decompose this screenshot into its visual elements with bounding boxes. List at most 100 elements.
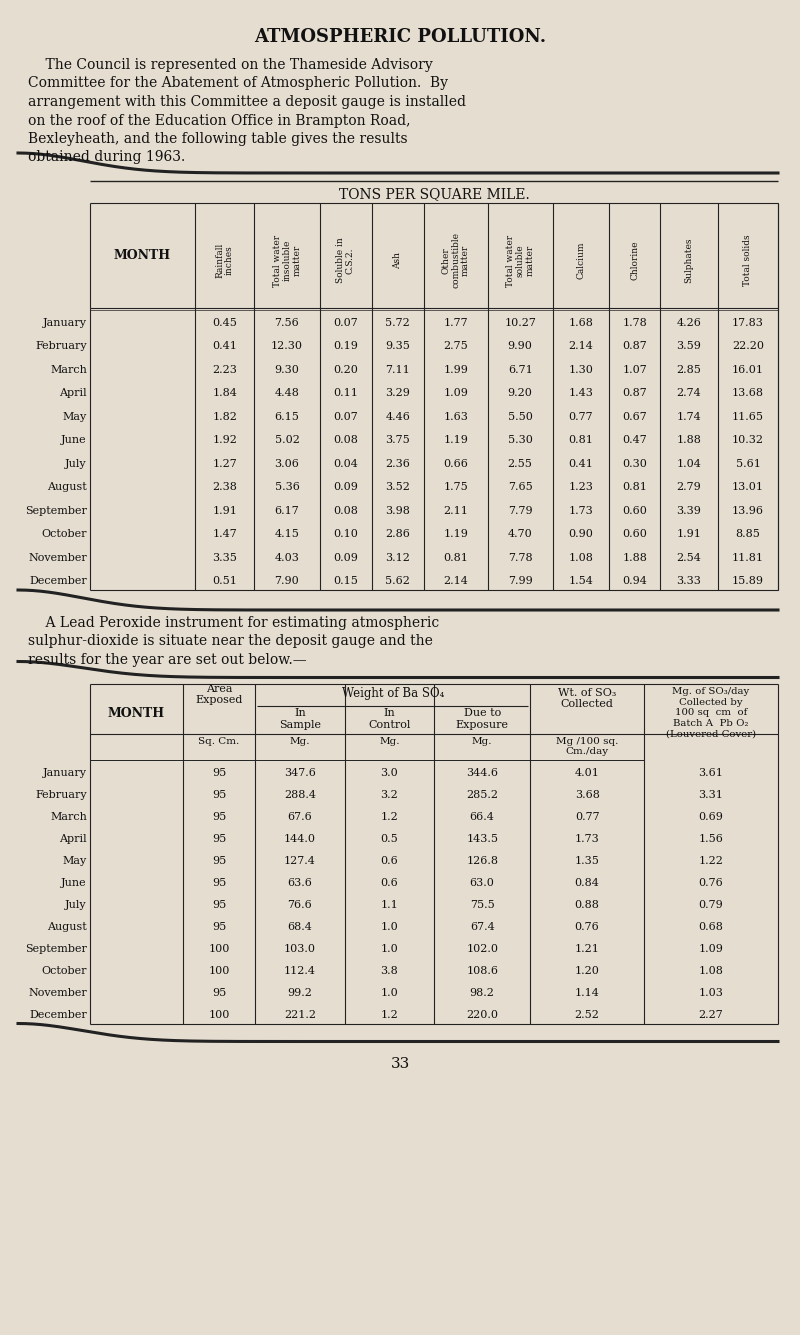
Text: 0.87: 0.87 xyxy=(622,388,647,398)
Text: 3.61: 3.61 xyxy=(698,768,723,777)
Text: 2.55: 2.55 xyxy=(508,459,533,469)
Text: 100: 100 xyxy=(208,1009,230,1020)
Text: June: June xyxy=(62,877,87,888)
Text: 1.07: 1.07 xyxy=(622,364,647,375)
Text: 11.65: 11.65 xyxy=(732,411,764,422)
Text: 143.5: 143.5 xyxy=(466,833,498,844)
Text: 0.81: 0.81 xyxy=(443,553,468,563)
Text: January: January xyxy=(43,768,87,777)
Text: 1.22: 1.22 xyxy=(698,856,723,865)
Text: July: July xyxy=(66,459,87,469)
Text: 0.09: 0.09 xyxy=(334,482,358,493)
Text: 2.38: 2.38 xyxy=(212,482,237,493)
Text: 1.91: 1.91 xyxy=(677,529,702,539)
Text: 3.12: 3.12 xyxy=(386,553,410,563)
Text: 0.47: 0.47 xyxy=(622,435,647,446)
Text: 1.74: 1.74 xyxy=(677,411,702,422)
Text: 7.90: 7.90 xyxy=(274,577,299,586)
Text: 95: 95 xyxy=(212,900,226,909)
Text: 288.4: 288.4 xyxy=(284,789,316,800)
Text: 5.72: 5.72 xyxy=(386,318,410,328)
Text: 4.26: 4.26 xyxy=(677,318,702,328)
Text: 5.62: 5.62 xyxy=(386,577,410,586)
Text: 17.83: 17.83 xyxy=(732,318,764,328)
Text: 0.04: 0.04 xyxy=(334,459,358,469)
Text: 1.03: 1.03 xyxy=(698,988,723,997)
Text: 0.19: 0.19 xyxy=(334,342,358,351)
Text: 7.79: 7.79 xyxy=(508,506,533,515)
Text: 102.0: 102.0 xyxy=(466,944,498,953)
Text: MONTH: MONTH xyxy=(108,708,165,720)
Text: 7.99: 7.99 xyxy=(508,577,533,586)
Text: 0.76: 0.76 xyxy=(574,921,599,932)
Text: 1.88: 1.88 xyxy=(677,435,702,446)
Text: August: August xyxy=(47,921,87,932)
Text: 5.36: 5.36 xyxy=(274,482,299,493)
Text: 1.20: 1.20 xyxy=(574,965,599,976)
Text: 95: 95 xyxy=(212,768,226,777)
Text: December: December xyxy=(30,577,87,586)
Text: Mg. of SO₃/day
Collected by
100 sq  cm  of
Batch A  Pb O₂
(Louvered Cover): Mg. of SO₃/day Collected by 100 sq cm of… xyxy=(666,688,756,738)
Text: June: June xyxy=(62,435,87,446)
Text: 1.04: 1.04 xyxy=(677,459,702,469)
Text: 2.85: 2.85 xyxy=(677,364,702,375)
Text: 0.68: 0.68 xyxy=(698,921,723,932)
Text: 1.0: 1.0 xyxy=(381,944,398,953)
Text: 1.0: 1.0 xyxy=(381,988,398,997)
Text: 3.8: 3.8 xyxy=(381,965,398,976)
Text: 3.59: 3.59 xyxy=(677,342,702,351)
Text: 7.56: 7.56 xyxy=(274,318,299,328)
Text: Calcium: Calcium xyxy=(577,242,586,279)
Text: Total water
insoluble
matter: Total water insoluble matter xyxy=(273,235,301,287)
Text: 4.48: 4.48 xyxy=(274,388,299,398)
Text: February: February xyxy=(35,342,87,351)
Text: 22.20: 22.20 xyxy=(732,342,764,351)
Text: 2.79: 2.79 xyxy=(677,482,702,493)
Text: 68.4: 68.4 xyxy=(287,921,312,932)
Text: 1.08: 1.08 xyxy=(698,965,723,976)
Text: Bexleyheath, and the following table gives the results: Bexleyheath, and the following table giv… xyxy=(28,132,408,146)
Text: 13.96: 13.96 xyxy=(732,506,764,515)
Text: 344.6: 344.6 xyxy=(466,768,498,777)
Text: arrangement with this Committee a deposit gauge is installed: arrangement with this Committee a deposi… xyxy=(28,95,466,109)
Text: The Council is represented on the Thameside Advisory: The Council is represented on the Thames… xyxy=(28,57,433,72)
Text: 1.08: 1.08 xyxy=(569,553,594,563)
Text: 8.85: 8.85 xyxy=(735,529,760,539)
Text: 2.74: 2.74 xyxy=(677,388,702,398)
Text: 66.4: 66.4 xyxy=(470,812,494,821)
Text: 1.84: 1.84 xyxy=(212,388,237,398)
Text: 9.35: 9.35 xyxy=(386,342,410,351)
Text: 2.54: 2.54 xyxy=(677,553,702,563)
Text: 7.11: 7.11 xyxy=(386,364,410,375)
Text: 1.35: 1.35 xyxy=(574,856,599,865)
Text: 3.75: 3.75 xyxy=(386,435,410,446)
Text: 1.88: 1.88 xyxy=(622,553,647,563)
Text: 1.0: 1.0 xyxy=(381,921,398,932)
Text: Rainfall
inches: Rainfall inches xyxy=(215,243,234,278)
Text: 1.14: 1.14 xyxy=(574,988,599,997)
Text: 95: 95 xyxy=(212,812,226,821)
Text: 0.67: 0.67 xyxy=(622,411,647,422)
Text: April: April xyxy=(59,388,87,398)
Text: 5.02: 5.02 xyxy=(274,435,299,446)
Text: 95: 95 xyxy=(212,789,226,800)
Text: 0.41: 0.41 xyxy=(212,342,237,351)
Text: 0.07: 0.07 xyxy=(334,411,358,422)
Text: 2.27: 2.27 xyxy=(698,1009,723,1020)
Text: 2.36: 2.36 xyxy=(386,459,410,469)
Text: 95: 95 xyxy=(212,833,226,844)
Text: 1.56: 1.56 xyxy=(698,833,723,844)
Text: January: January xyxy=(43,318,87,328)
Text: April: April xyxy=(59,833,87,844)
Text: September: September xyxy=(25,944,87,953)
Text: 0.66: 0.66 xyxy=(443,459,468,469)
Text: 285.2: 285.2 xyxy=(466,789,498,800)
Text: 6.17: 6.17 xyxy=(274,506,299,515)
Text: 1.09: 1.09 xyxy=(443,388,468,398)
Text: 5.30: 5.30 xyxy=(508,435,533,446)
Text: October: October xyxy=(42,965,87,976)
Text: 1.78: 1.78 xyxy=(622,318,647,328)
Text: Sulphates: Sulphates xyxy=(685,238,694,283)
Text: 99.2: 99.2 xyxy=(287,988,312,997)
Text: Committee for the Abatement of Atmospheric Pollution.  By: Committee for the Abatement of Atmospher… xyxy=(28,76,448,91)
